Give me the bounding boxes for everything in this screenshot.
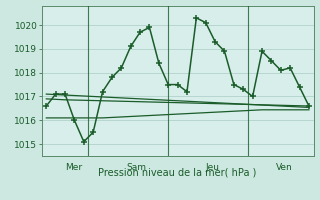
Text: Mer: Mer — [65, 163, 82, 172]
Text: Jeu: Jeu — [206, 163, 220, 172]
X-axis label: Pression niveau de la mer( hPa ): Pression niveau de la mer( hPa ) — [99, 167, 257, 177]
Text: Sam: Sam — [126, 163, 146, 172]
Text: Ven: Ven — [276, 163, 293, 172]
